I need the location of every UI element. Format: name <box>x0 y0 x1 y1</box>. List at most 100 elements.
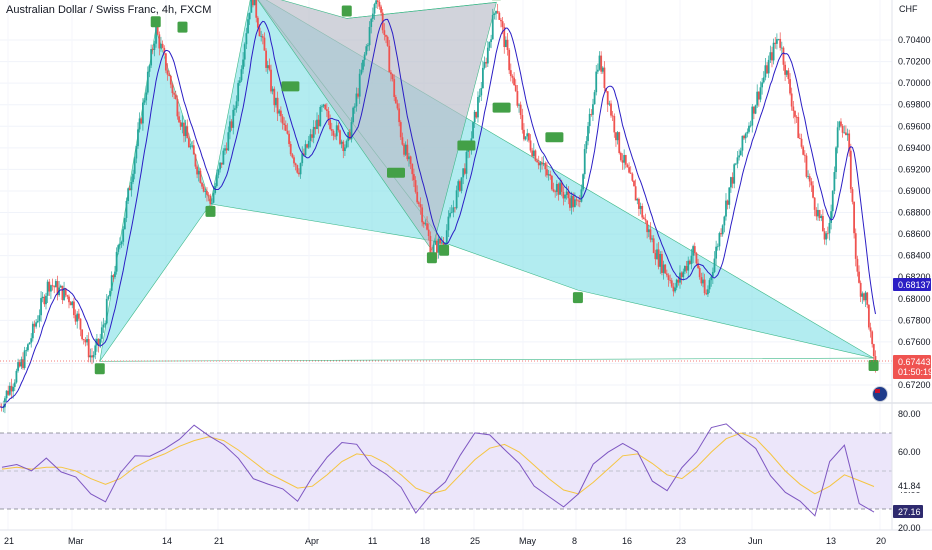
candle-body <box>145 92 148 101</box>
candle-body <box>716 246 719 248</box>
candle-body <box>403 144 405 155</box>
chart-title[interactable]: Australian Dollar / Swiss Franc, 4h, FXC… <box>6 4 212 16</box>
candle-body <box>785 70 788 75</box>
time-tick-label: 16 <box>622 536 632 546</box>
candle-body <box>189 146 192 148</box>
candle-body <box>12 386 15 392</box>
pattern-point-marker[interactable] <box>439 244 450 256</box>
candle-body <box>759 87 762 100</box>
candle-body <box>861 293 864 297</box>
candle-body <box>459 181 461 191</box>
candle-body <box>18 362 21 367</box>
candle-body <box>84 339 87 343</box>
candle-body <box>733 164 736 184</box>
pattern-point-marker[interactable] <box>150 16 161 28</box>
last-price-tag-text: 0.67443 <box>898 357 931 367</box>
pattern-point-marker[interactable] <box>868 360 879 372</box>
candle-body <box>291 154 294 158</box>
candle-body <box>115 251 118 272</box>
candle-body <box>50 285 52 292</box>
candle-body <box>348 132 351 140</box>
candle-body <box>789 79 791 94</box>
candle-body <box>13 382 16 387</box>
currency-label: CHF <box>899 4 918 14</box>
candle-body <box>362 59 364 70</box>
candle-body <box>480 88 483 96</box>
candle-body <box>406 144 409 160</box>
time-tick-label: 14 <box>162 536 172 546</box>
candle-body <box>324 104 327 110</box>
candle-body <box>233 108 236 110</box>
candle-body <box>45 295 47 305</box>
price-axis[interactable]: 0.70400 0.70200 0.70000 0.69800 0.69600 0.694… <box>898 35 931 390</box>
candle-body <box>99 338 102 346</box>
candle-body <box>700 277 703 284</box>
candle-body <box>554 191 557 193</box>
candle-body <box>782 47 785 65</box>
candle-body <box>74 315 77 322</box>
candle-body <box>436 240 438 253</box>
candle-body <box>293 157 295 164</box>
candle-body <box>109 290 111 297</box>
candle-body <box>573 199 576 207</box>
candle-body <box>738 155 741 158</box>
candle-body <box>325 109 328 112</box>
candle-body <box>86 339 88 343</box>
candle-body <box>401 137 404 145</box>
pattern-markers <box>94 0 879 375</box>
candle-body <box>345 141 348 148</box>
candle-body <box>104 323 107 325</box>
candle-body <box>378 2 381 7</box>
time-tick-label: 18 <box>420 536 430 546</box>
price-tick-label: 0.70400 <box>898 35 931 45</box>
ema-tag-text: 0.68137 <box>898 280 931 290</box>
candle-body <box>247 19 249 34</box>
candle-body <box>127 188 130 201</box>
candle-body <box>656 249 658 260</box>
candle-body <box>746 131 749 134</box>
candle-body <box>728 187 731 205</box>
pattern-point-marker[interactable] <box>426 252 437 264</box>
candle-body <box>550 175 553 190</box>
candle-body <box>337 125 340 131</box>
candle-body <box>457 181 460 191</box>
candle-body <box>312 126 315 138</box>
candle-body <box>672 286 675 292</box>
candle-body <box>168 74 171 76</box>
candles <box>0 0 877 414</box>
candle-body <box>546 169 548 176</box>
candle-body <box>749 125 752 127</box>
australia-flag-icon[interactable] <box>872 386 888 402</box>
candle-body <box>790 93 793 107</box>
candle-body <box>513 77 516 86</box>
rsi-pane <box>0 423 892 517</box>
candle-body <box>253 0 256 6</box>
pattern-point-marker[interactable] <box>572 292 583 304</box>
candle-body <box>455 190 458 209</box>
candle-body <box>833 172 836 191</box>
candle-body <box>549 174 552 176</box>
candle-body <box>730 177 732 188</box>
time-axis[interactable]: 21 Mar 14 21 Apr 11 18 25 May 8 16 23 Jun 13 20 <box>4 536 886 546</box>
candle-body <box>800 138 803 147</box>
candle-body <box>181 122 184 127</box>
candle-body <box>585 141 588 150</box>
candle-body <box>409 156 412 164</box>
candle-body <box>424 223 427 225</box>
pattern-point-marker[interactable] <box>177 21 188 33</box>
candle-body <box>641 205 644 218</box>
candle-body <box>552 189 555 192</box>
rsi-ma-tag-text: 41.84 <box>898 481 921 491</box>
candle-body <box>601 67 604 72</box>
pattern-point-marker[interactable] <box>94 363 105 375</box>
pattern-point-marker[interactable] <box>205 205 216 217</box>
candle-body <box>199 170 202 183</box>
candle-body <box>79 318 82 330</box>
candle-body <box>812 185 814 198</box>
candle-body <box>235 101 238 109</box>
candle-body <box>680 272 683 278</box>
candle-body <box>490 39 493 43</box>
candle-body <box>488 42 491 48</box>
pattern-point-marker[interactable] <box>341 5 352 17</box>
